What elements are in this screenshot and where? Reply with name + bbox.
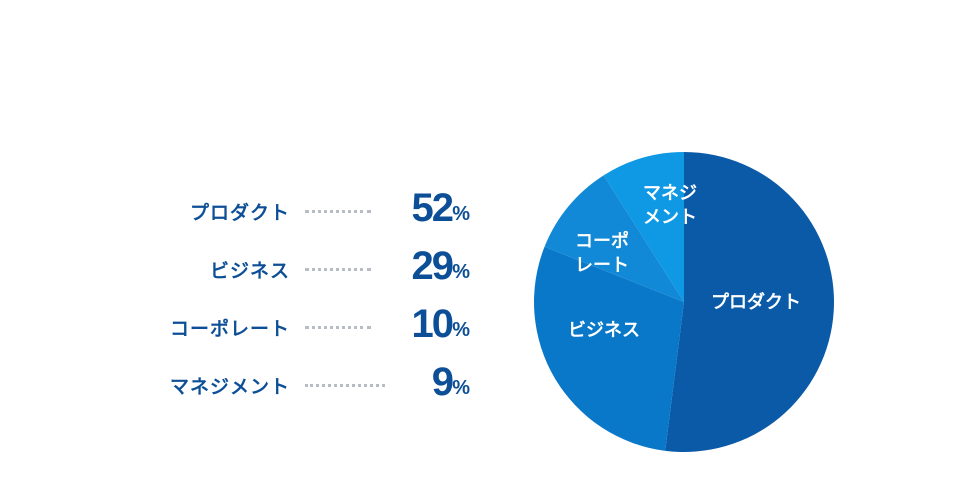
legend-unit: % (452, 203, 470, 225)
legend-leader-dots (305, 210, 371, 217)
legend-value: 29 (411, 244, 454, 288)
legend-row: マネジメント 9% (120, 360, 480, 408)
pie-slice-label: コーポレート (575, 230, 629, 276)
legend-unit: % (452, 377, 470, 399)
legend-unit: % (452, 319, 470, 341)
legend-leader-dots (305, 326, 371, 333)
pie-slice-label: マネジメント (643, 183, 697, 228)
legend-label: コーポレート (169, 318, 290, 340)
legend-label: ビジネス (209, 260, 290, 282)
legend-row: コーポレート 10% (120, 302, 480, 350)
legend-row: ビジネス 29% (120, 244, 480, 292)
pie-slice-label-line: レート (575, 255, 629, 276)
pie-slice-label-line: ビジネス (568, 320, 640, 341)
legend-value: 10 (411, 302, 454, 346)
pie-slice (665, 152, 834, 452)
pie-slice (544, 175, 684, 302)
legend-label: マネジメント (169, 376, 290, 398)
pie-slice (603, 152, 684, 302)
legend-row: プロダクト 52% (120, 186, 480, 234)
pie-slice (533, 246, 684, 451)
pie-slice-label: プロダクト (711, 291, 801, 313)
pie-slice-label-line: マネジ (643, 183, 697, 204)
legend-unit: % (452, 261, 470, 283)
legend-leader-dots (305, 268, 371, 275)
legend-value: 52 (411, 186, 454, 230)
pie-slice-label-line: メント (643, 207, 697, 228)
legend-leader-dots (305, 384, 385, 391)
legend-label: プロダクト (189, 202, 290, 224)
legend-value: 9 (431, 360, 454, 404)
pie-slice-label-line: コーポ (575, 230, 629, 252)
pie-slice-label-line: プロダクト (711, 291, 801, 313)
pie-slice-label: ビジネス (568, 320, 640, 341)
